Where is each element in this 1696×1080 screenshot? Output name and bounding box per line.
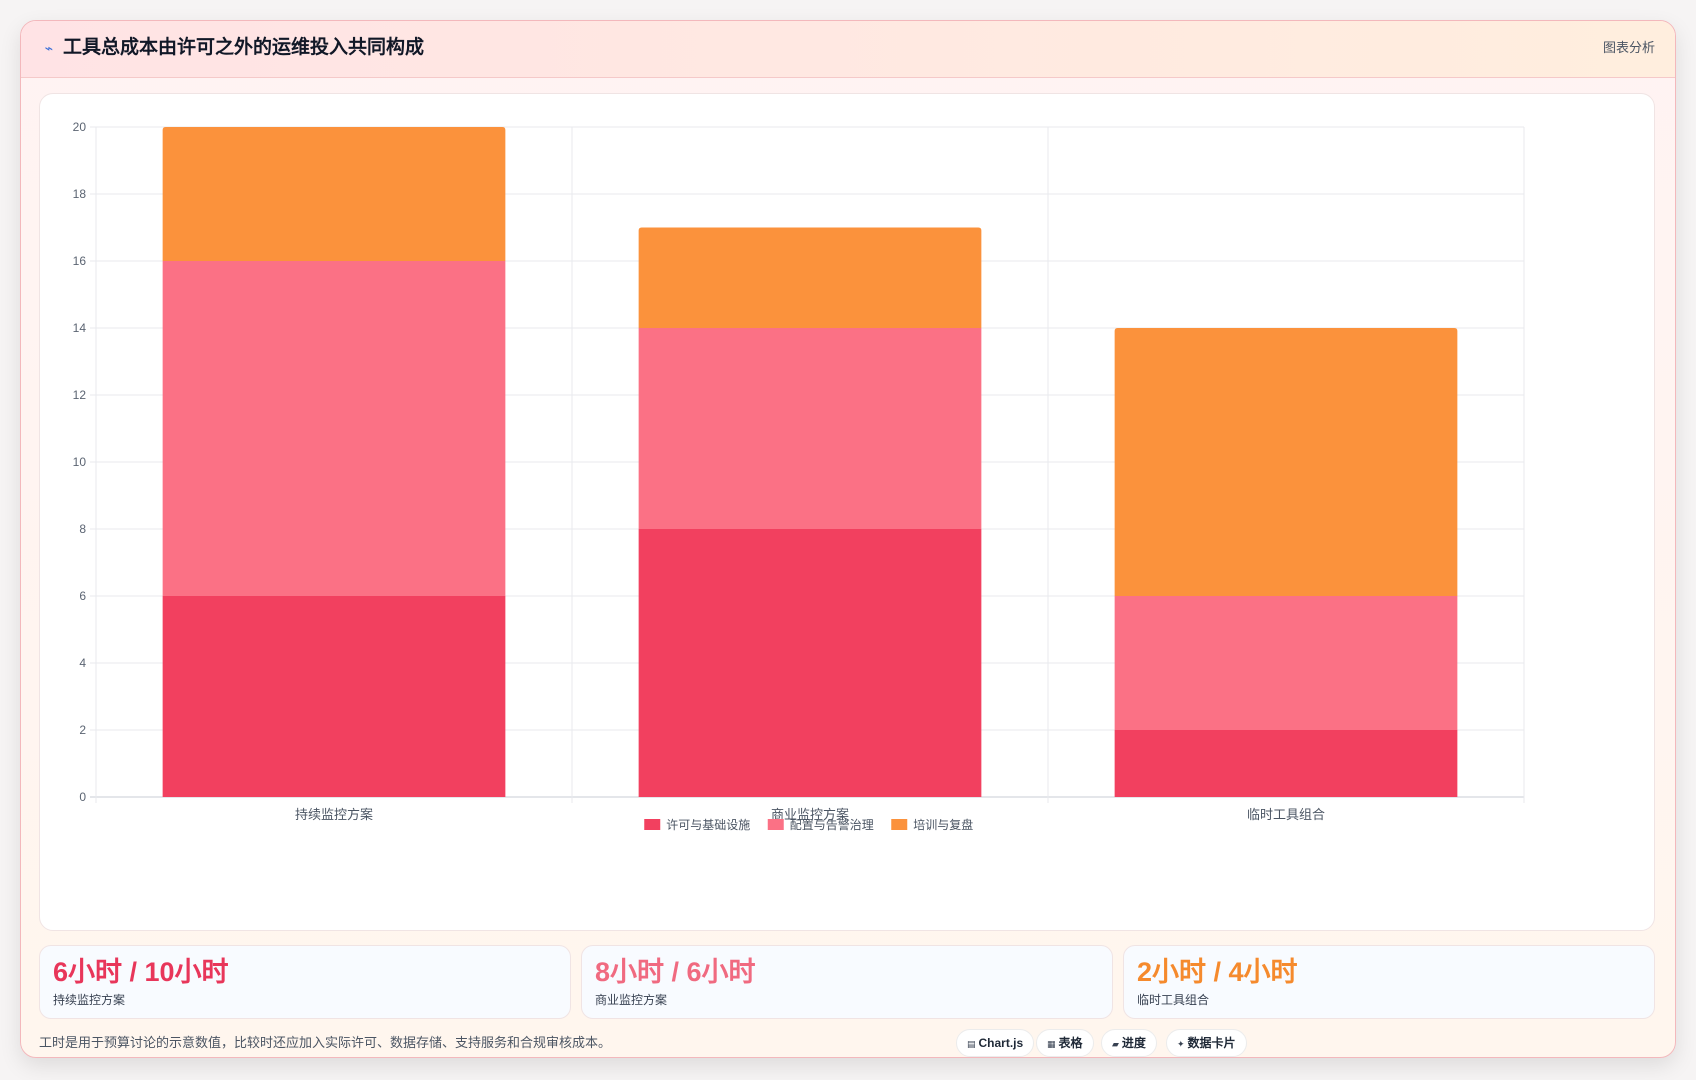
kpi-value: 2小时 / 4小时 <box>1137 957 1298 987</box>
y-tick-label: 16 <box>73 254 87 268</box>
x-tick-label: 临时工具组合 <box>1247 807 1325 822</box>
y-tick-label: 10 <box>73 455 87 469</box>
chart-card: ⌁ 工具总成本由许可之外的运维投入共同构成 图表分析 0 2 4 6 8 10 12 14 16… <box>20 20 1676 1058</box>
bar-segment <box>162 127 506 261</box>
y-tick-label: 4 <box>79 656 86 670</box>
y-tick-label: 0 <box>79 790 86 804</box>
kpi-label: 商业监控方案 <box>595 993 668 1007</box>
kpi-card-adhoc: 2小时 / 4小时 临时工具组合 <box>1123 945 1655 1019</box>
kpi-value: 8小时 / 6小时 <box>595 957 756 987</box>
stacked-bar-chart: 0 2 4 6 8 10 12 14 16 18 20 持续监控方案 商业监控方案 临时工具组合许可与基础… <box>73 120 1525 832</box>
pill-label: 数据卡片 <box>1187 1036 1236 1050</box>
pill-label: 表格 <box>1058 1036 1083 1050</box>
y-tick-label: 18 <box>73 187 87 201</box>
bar-segment <box>638 328 982 529</box>
bar-segment <box>1114 596 1458 730</box>
card-title: 工具总成本由许可之外的运维投入共同构成 <box>63 37 425 58</box>
kpi-value: 6小时 / 10小时 <box>53 957 229 987</box>
bar-segment <box>638 529 982 797</box>
y-tick-label: 12 <box>73 388 87 402</box>
data-card-pill[interactable]: ✦ 数据卡片 <box>1166 1029 1247 1057</box>
legend-swatch <box>644 819 661 830</box>
chart-panel: 0 2 4 6 8 10 12 14 16 18 20 持续监控方案 商业监控方案 临时工具组合许可与基础… <box>39 93 1655 931</box>
sparkline-icon: ⌁ <box>44 40 54 56</box>
bar-segment <box>162 261 506 596</box>
bar-segment <box>162 596 506 797</box>
card-icon: ✦ <box>1177 1039 1185 1049</box>
chart-icon: ▤ <box>967 1039 976 1049</box>
chart-analysis-tag: 图表分析 <box>1602 40 1655 55</box>
legend-label: 许可与基础设施 <box>666 818 750 832</box>
y-tick-label: 6 <box>79 589 86 603</box>
y-tick-label: 8 <box>79 522 86 536</box>
legend-swatch <box>767 819 784 830</box>
y-tick-label: 2 <box>79 723 86 737</box>
legend-label: 培训与复盘 <box>913 817 973 832</box>
pill-label: Chart.js <box>978 1036 1024 1050</box>
progress-icon: ▰ <box>1112 1039 1119 1049</box>
kpi-card-commercial: 8小时 / 6小时 商业监控方案 <box>581 945 1113 1019</box>
y-tick-label: 20 <box>73 120 87 134</box>
table-icon: ▦ <box>1047 1039 1056 1049</box>
bar-segment <box>638 227 982 328</box>
footnote: 工时是用于预算讨论的示意数值，比较时还应加入实际许可、数据存储、支持服务和合规审… <box>39 1035 612 1050</box>
x-tick-label: 商业监控方案 <box>771 807 849 822</box>
bar-segment <box>1114 730 1458 797</box>
kpi-row: 6小时 / 10小时 持续监控方案 8小时 / 6小时 商业监控方案 2小时 /… <box>39 945 1655 1019</box>
y-tick-label: 14 <box>73 321 87 335</box>
pill-label: 进度 <box>1121 1036 1146 1050</box>
x-tick-label: 持续监控方案 <box>295 807 373 822</box>
progress-pill[interactable]: ▰ 进度 <box>1101 1029 1157 1057</box>
table-pill[interactable]: ▦ 表格 <box>1036 1029 1094 1057</box>
kpi-card-continuous: 6小时 / 10小时 持续监控方案 <box>39 945 571 1019</box>
kpi-label: 临时工具组合 <box>1137 993 1210 1007</box>
chartjs-pill[interactable]: ▤ Chart.js <box>956 1029 1035 1057</box>
legend-label: 配置与告警治理 <box>790 817 874 832</box>
card-header: ⌁ 工具总成本由许可之外的运维投入共同构成 图表分析 <box>21 21 1675 78</box>
bar-segment <box>1114 328 1458 596</box>
legend-swatch <box>891 819 908 830</box>
kpi-label: 持续监控方案 <box>53 993 126 1007</box>
